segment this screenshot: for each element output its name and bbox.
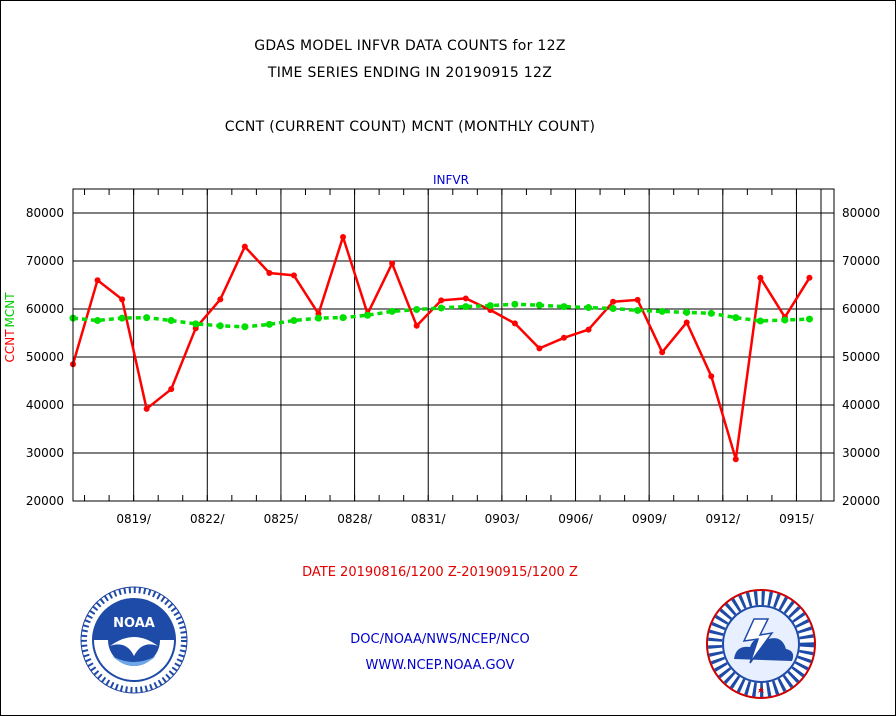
grid-layer bbox=[73, 189, 834, 501]
chart-header-line2: TIME SERIES ENDING IN 20190915 12Z bbox=[267, 65, 553, 81]
data-point-mcnt bbox=[192, 320, 200, 328]
data-point-mcnt bbox=[437, 304, 445, 312]
data-point-ccnt bbox=[757, 274, 764, 281]
data-point-ccnt bbox=[683, 319, 690, 326]
data-point-ccnt bbox=[585, 326, 592, 333]
chart-header-line1: GDAS MODEL INFVR DATA COUNTS for 12Z bbox=[254, 38, 566, 54]
x-tick-label: 0828/ bbox=[337, 512, 373, 526]
data-point-mcnt bbox=[241, 323, 249, 331]
data-point-ccnt bbox=[536, 345, 543, 352]
y-axis-label-ccnt: CCNT bbox=[3, 329, 17, 363]
data-point-mcnt bbox=[805, 315, 813, 323]
y-axis-label-mcnt: MCNT bbox=[3, 292, 17, 328]
y-tick-label-right: 20000 bbox=[842, 494, 880, 508]
y-tick-label-left: 60000 bbox=[26, 302, 64, 316]
data-point-mcnt bbox=[265, 320, 273, 328]
x-tick-label: 0903/ bbox=[485, 512, 521, 526]
y-tick-label-left: 30000 bbox=[26, 446, 64, 460]
data-point-mcnt bbox=[118, 314, 126, 322]
data-point-mcnt bbox=[511, 300, 519, 308]
chart-header-line3: CCNT (CURRENT COUNT) MCNT (MONTHLY COUNT… bbox=[224, 119, 596, 135]
data-point-ccnt bbox=[241, 243, 248, 250]
x-tick-label: 0831/ bbox=[411, 512, 447, 526]
x-tick-label: 0909/ bbox=[632, 512, 668, 526]
chart-panel-title: INFVR bbox=[433, 173, 469, 187]
data-point-ccnt bbox=[168, 386, 175, 393]
series-line-ccnt bbox=[71, 235, 811, 461]
data-point-ccnt bbox=[389, 260, 396, 267]
y-tick-label-right: 40000 bbox=[842, 398, 880, 412]
y-tick-label-left: 20000 bbox=[26, 494, 64, 508]
data-point-ccnt bbox=[119, 296, 126, 303]
data-point-ccnt bbox=[708, 373, 715, 380]
data-point-ccnt bbox=[634, 296, 641, 303]
noaa-logo-icon: NOAA bbox=[80, 586, 188, 694]
x-tick-label: 0822/ bbox=[190, 512, 226, 526]
data-point-mcnt bbox=[683, 308, 691, 316]
data-point-ccnt bbox=[340, 234, 347, 240]
data-point-ccnt bbox=[266, 270, 273, 276]
data-point-mcnt bbox=[339, 314, 347, 322]
data-point-ccnt bbox=[413, 322, 420, 329]
nws-logo-icon bbox=[706, 589, 816, 699]
data-point-mcnt bbox=[560, 303, 568, 311]
data-point-ccnt bbox=[560, 334, 567, 341]
y-tick-label-left: 50000 bbox=[26, 350, 64, 364]
data-point-ccnt bbox=[511, 320, 518, 327]
data-point-mcnt bbox=[486, 302, 494, 310]
y-tick-label-right: 70000 bbox=[842, 254, 880, 268]
data-point-mcnt bbox=[707, 309, 715, 317]
data-point-mcnt bbox=[462, 303, 470, 311]
data-point-ccnt bbox=[610, 298, 617, 305]
data-point-ccnt bbox=[438, 297, 445, 304]
noaa-logo-text: NOAA bbox=[113, 616, 155, 631]
data-point-ccnt bbox=[143, 405, 150, 412]
website-link[interactable]: WWW.NCEP.NOAA.GOV bbox=[365, 658, 515, 673]
data-point-mcnt bbox=[756, 317, 764, 325]
data-point-mcnt bbox=[94, 317, 102, 325]
x-tick-label: 0825/ bbox=[264, 512, 300, 526]
data-point-mcnt bbox=[732, 314, 740, 322]
y-tick-label-right: 50000 bbox=[842, 350, 880, 364]
data-point-mcnt bbox=[413, 305, 421, 313]
agency-label: DOC/NOAA/NWS/NCEP/NCO bbox=[350, 632, 530, 647]
data-point-mcnt bbox=[290, 317, 298, 325]
data-point-mcnt bbox=[167, 317, 175, 325]
y-tick-label-right: 30000 bbox=[842, 446, 880, 460]
x-tick-label: 0912/ bbox=[706, 512, 742, 526]
y-tick-label-left: 80000 bbox=[26, 206, 64, 220]
data-point-mcnt bbox=[585, 304, 593, 312]
data-point-mcnt bbox=[535, 301, 543, 309]
data-point-ccnt bbox=[290, 272, 297, 279]
data-point-ccnt bbox=[217, 296, 224, 303]
data-point-ccnt bbox=[732, 456, 739, 463]
series-layer bbox=[69, 234, 813, 463]
axis-layer: 20000 20000 30000 30000 40000 40000 50000 50000… bbox=[26, 188, 880, 526]
date-range-label: DATE 20190816/1200 Z-20190915/1200 Z bbox=[302, 565, 578, 580]
data-point-ccnt bbox=[806, 274, 813, 281]
data-point-mcnt bbox=[216, 322, 224, 330]
x-tick-label: 0819/ bbox=[116, 512, 152, 526]
plot-frame bbox=[72, 188, 835, 502]
y-tick-label-left: 70000 bbox=[26, 254, 64, 268]
y-tick-label-right: 80000 bbox=[842, 206, 880, 220]
data-point-mcnt bbox=[781, 316, 789, 324]
data-point-mcnt bbox=[634, 306, 642, 314]
data-point-mcnt bbox=[314, 314, 322, 322]
data-point-mcnt bbox=[658, 307, 666, 315]
data-point-mcnt bbox=[364, 311, 372, 319]
y-tick-label-left: 40000 bbox=[26, 398, 64, 412]
y-tick-label-right: 60000 bbox=[842, 302, 880, 316]
data-point-mcnt bbox=[388, 307, 396, 315]
x-tick-label: 0915/ bbox=[779, 512, 815, 526]
x-tick-label: 0906/ bbox=[558, 512, 594, 526]
data-point-mcnt bbox=[143, 314, 151, 322]
data-point-ccnt bbox=[94, 277, 101, 284]
data-point-ccnt bbox=[462, 295, 469, 302]
data-point-mcnt bbox=[609, 305, 617, 313]
data-point-ccnt bbox=[659, 349, 666, 356]
